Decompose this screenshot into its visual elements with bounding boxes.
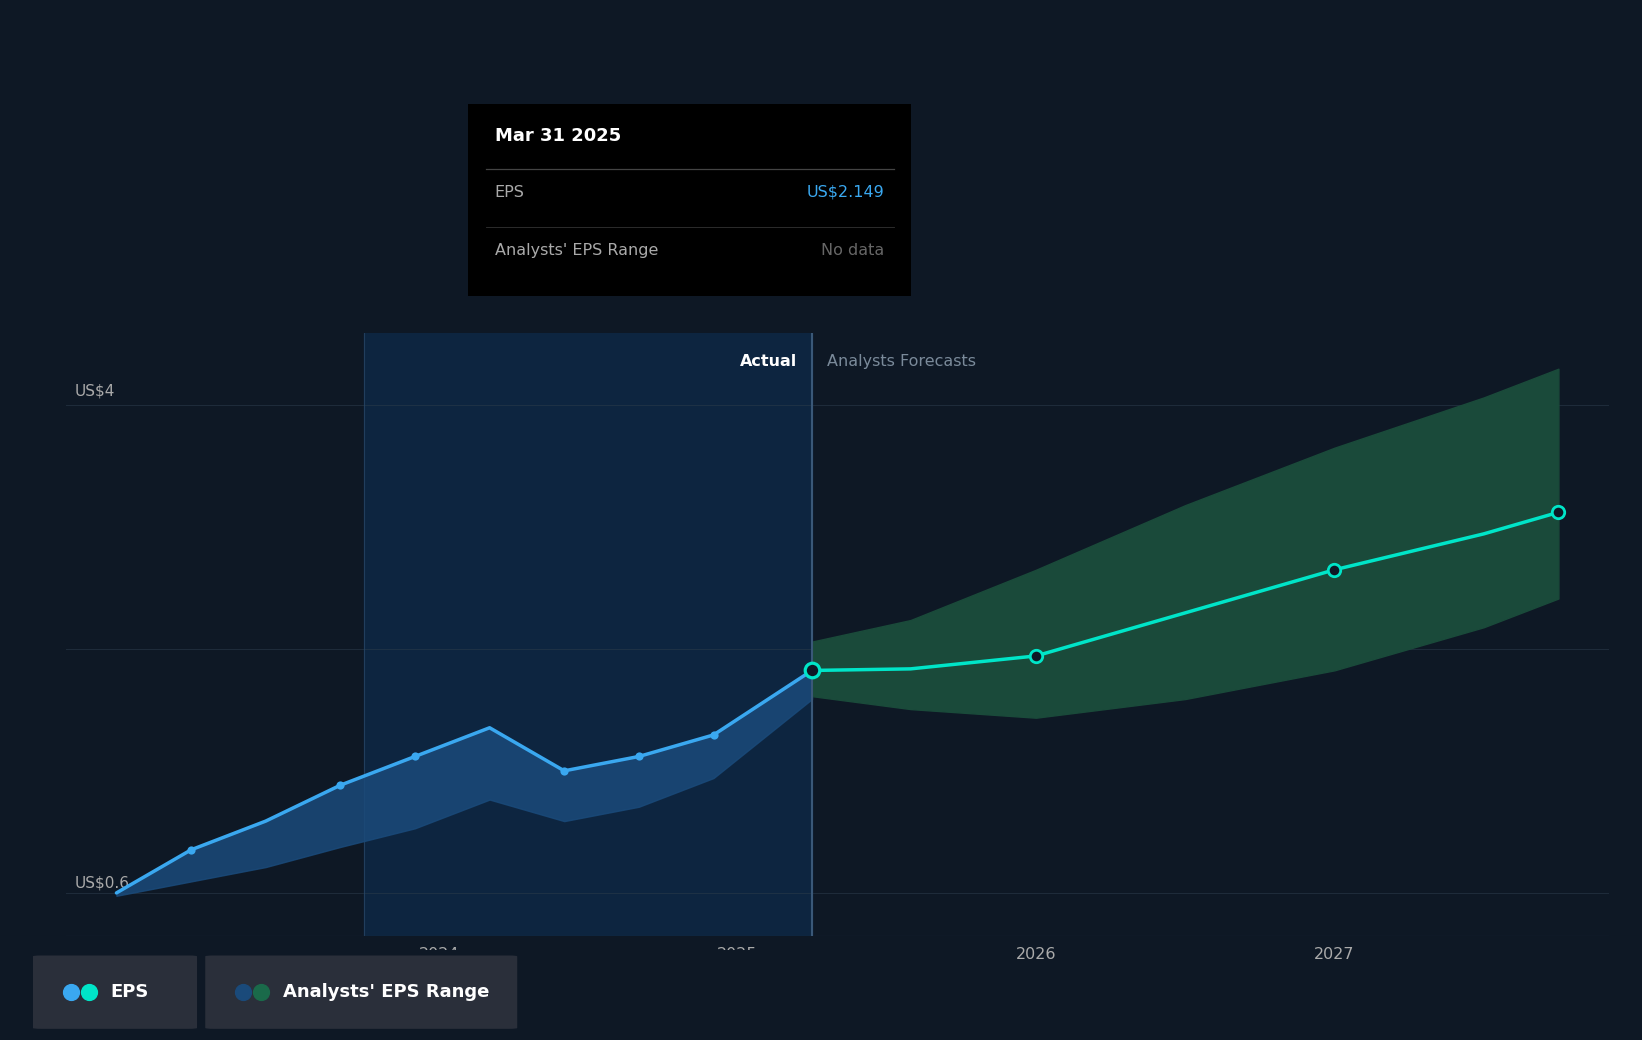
Point — [402, 748, 429, 764]
Bar — [365, 333, 813, 936]
Point — [327, 777, 353, 794]
Point — [177, 841, 204, 858]
Point — [701, 727, 727, 744]
Point — [248, 984, 274, 1000]
Text: No data: No data — [821, 242, 885, 258]
FancyBboxPatch shape — [33, 956, 197, 1029]
Point — [800, 662, 826, 679]
Text: Actual: Actual — [741, 355, 796, 369]
Text: Analysts Forecasts: Analysts Forecasts — [828, 355, 975, 369]
Text: Analysts' EPS Range: Analysts' EPS Range — [494, 242, 658, 258]
Point — [1545, 504, 1571, 521]
Point — [57, 984, 84, 1000]
Point — [230, 984, 256, 1000]
Point — [552, 762, 578, 779]
Point — [1322, 562, 1348, 578]
Point — [76, 984, 102, 1000]
Text: US$4: US$4 — [74, 384, 115, 399]
Point — [626, 748, 652, 764]
Text: Mar 31 2025: Mar 31 2025 — [494, 127, 621, 146]
Text: US$2.149: US$2.149 — [806, 185, 885, 200]
Text: EPS: EPS — [112, 983, 149, 1002]
FancyBboxPatch shape — [205, 956, 517, 1029]
Text: Analysts' EPS Range: Analysts' EPS Range — [282, 983, 489, 1002]
Text: US$0.6: US$0.6 — [74, 875, 130, 890]
Text: EPS: EPS — [494, 185, 524, 200]
Point — [1023, 648, 1049, 665]
